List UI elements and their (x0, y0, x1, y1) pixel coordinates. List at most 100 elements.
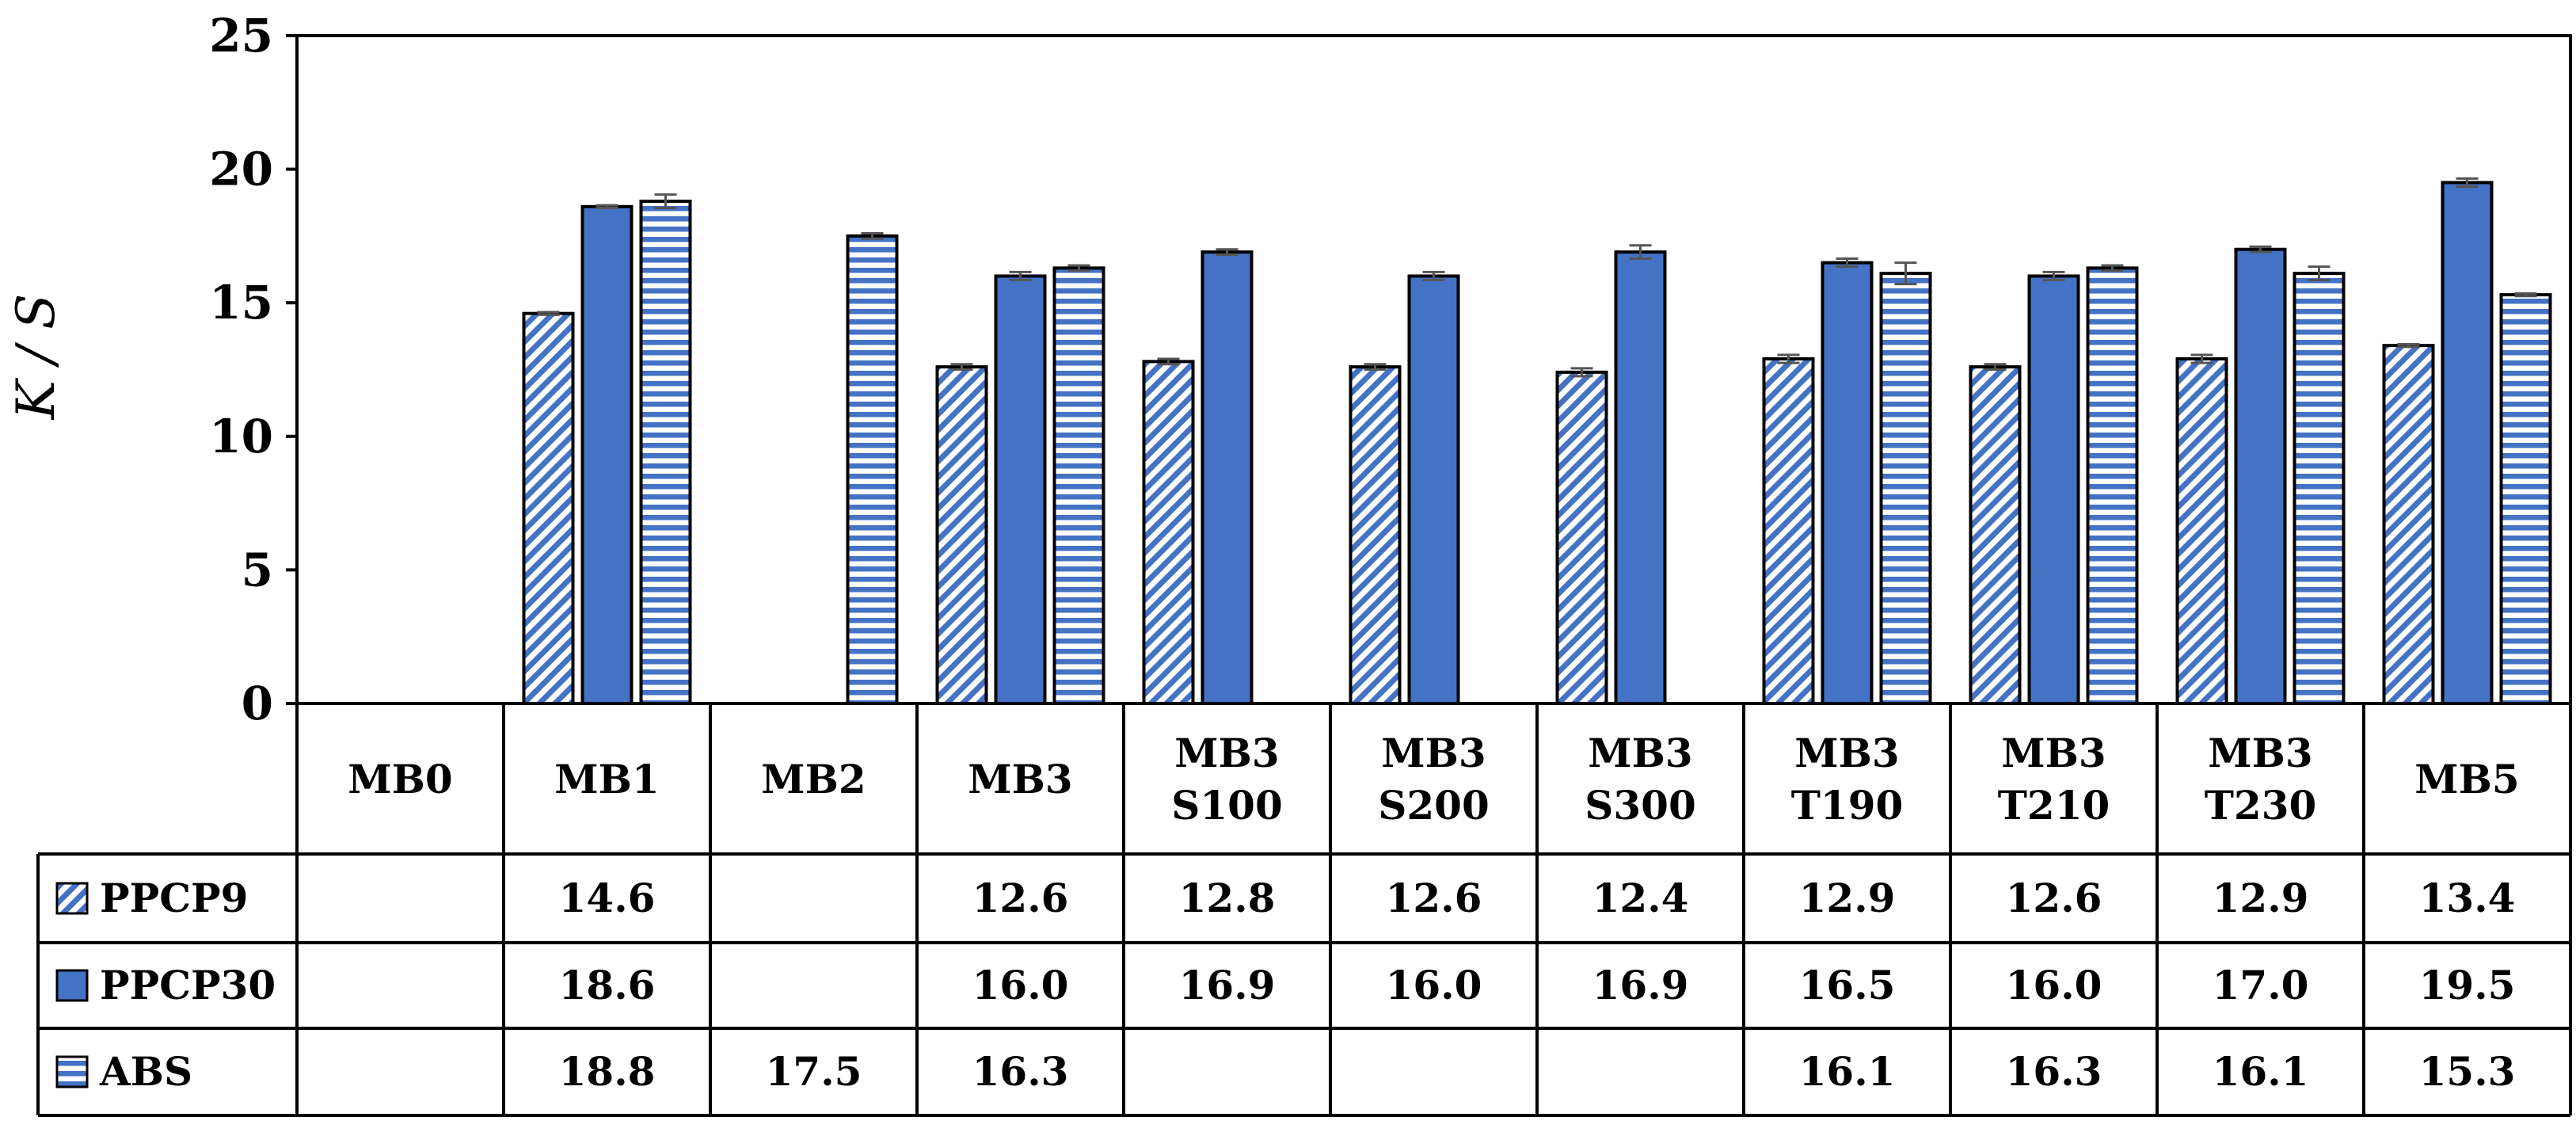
error-bar (1067, 264, 1090, 273)
error-bar (537, 311, 560, 316)
table-cell-value: 12.8 (1179, 875, 1276, 921)
error-bar (2397, 342, 2420, 349)
table-cell-value: 13.4 (2419, 875, 2516, 921)
bar-ppcp30-mb3-s100 (1200, 250, 1254, 705)
bar-abs-mb3 (1052, 266, 1105, 705)
y-tick-label: 25 (209, 9, 273, 63)
bar-abs-mb5 (2499, 293, 2552, 706)
legend-key-ppcp9 (55, 882, 89, 915)
x-category-label: T230 (2205, 782, 2317, 829)
table-cell-value: 16.9 (1179, 962, 1276, 1008)
x-category-label: MB3 (1794, 730, 1899, 776)
y-tick-label: 15 (209, 276, 273, 330)
data-table: MB0 MB1 MB2 MB3 MB3 S100 MB3 S200 MB3 S300 MB3 T190… (36, 703, 2572, 1117)
table-cell-value: 17.5 (766, 1048, 862, 1095)
legend-label-ppcp9: PPCP9 (100, 875, 248, 921)
y-tick-label: 20 (209, 143, 273, 196)
error-bar (1570, 367, 1593, 378)
x-category-label: MB3 (968, 756, 1072, 802)
table-cell-value: 17.0 (2213, 962, 2309, 1008)
x-category-label: MB1 (554, 756, 659, 802)
legend-label-ppcp30: PPCP30 (100, 962, 276, 1008)
table-cell-value: 12.9 (1799, 875, 1896, 921)
table-cell-value: 14.6 (559, 875, 656, 921)
bar-ppcp30-mb1 (580, 204, 634, 706)
table-cell-value: 16.5 (1799, 962, 1896, 1008)
table-cell-value: 16.3 (972, 1048, 1069, 1095)
error-bar (1157, 357, 1180, 366)
table-cell-value: 16.0 (2006, 962, 2102, 1008)
x-category-label: MB0 (348, 756, 452, 802)
bar-abs-mb3-t230 (2293, 272, 2346, 706)
error-bar (1836, 257, 1859, 269)
error-bar (2308, 265, 2331, 282)
x-category-label: MB3 (1381, 730, 1486, 776)
bar-abs-mb2 (846, 234, 899, 705)
error-bar (2249, 245, 2272, 254)
legend-label-abs: ABS (99, 1048, 192, 1095)
table-cell-value: 16.3 (2006, 1048, 2102, 1095)
bar-ppcp30-mb3-s200 (1407, 274, 1460, 706)
table-cell-value: 16.1 (1799, 1048, 1896, 1095)
error-bar (1629, 244, 1652, 261)
error-bar (595, 204, 618, 209)
y-axis-label: K / S (6, 294, 67, 421)
bar-ppcp9-mb3 (935, 365, 988, 705)
x-category-label: MB3 (1588, 730, 1692, 776)
x-category-label: S100 (1171, 782, 1282, 829)
table-cell-value: 12.6 (2006, 875, 2102, 921)
error-bar (2101, 264, 2124, 273)
table-cell-value: 12.6 (1386, 875, 1482, 921)
legend-key-abs (55, 1055, 89, 1088)
y-tick-label: 0 (242, 677, 273, 730)
bar-ppcp30-mb3-t190 (1821, 261, 1874, 705)
bar-abs-mb3-t210 (2086, 266, 2139, 705)
y-tick-label: 5 (242, 543, 273, 597)
x-category-label: S300 (1585, 782, 1695, 829)
error-bar (2190, 353, 2213, 364)
legend-key-ppcp30 (55, 969, 89, 1002)
bar-ppcp9-mb3-s100 (1142, 360, 1195, 705)
table-cell-value: 12.6 (972, 875, 1069, 921)
x-category-label: MB3 (1174, 730, 1279, 776)
error-bar (1422, 270, 1445, 282)
error-bar (1009, 270, 1032, 282)
error-bar (2514, 292, 2537, 298)
bar-ppcp30-mb3-t210 (2027, 274, 2080, 706)
bar-abs-mb3-t190 (1879, 272, 1932, 706)
bar-ppcp9-mb3-s200 (1349, 365, 1402, 705)
error-bar (1364, 363, 1387, 371)
bar-ppcp30-mb3-s300 (1614, 250, 1667, 705)
bar-ppcp30-mb3 (994, 274, 1047, 706)
bars (522, 177, 2552, 706)
table-cell-value: 12.9 (2213, 875, 2309, 921)
error-bar (1894, 261, 1917, 286)
bar-ppcp30-mb5 (2441, 181, 2494, 705)
table-cell-value: 16.9 (1592, 962, 1689, 1008)
table-cell-value: 12.4 (1592, 875, 1689, 921)
x-category-label: S200 (1378, 782, 1489, 829)
y-tick-label: 10 (209, 410, 273, 463)
error-bar (1216, 248, 1239, 257)
error-bar (654, 193, 677, 209)
table-cell-value: 19.5 (2419, 962, 2516, 1008)
bar-ppcp9-mb3-t190 (1762, 357, 1815, 705)
bar-ppcp30-mb3-t230 (2234, 247, 2287, 705)
error-bar (2456, 177, 2479, 189)
table-cell-value: 16.0 (1386, 962, 1482, 1008)
bar-ppcp9-mb5 (2382, 344, 2435, 705)
x-category-label: T190 (1791, 782, 1904, 829)
error-bar (2042, 270, 2065, 282)
bar-ppcp9-mb3-t230 (2175, 357, 2228, 705)
table-cell-value: 18.6 (559, 962, 656, 1008)
x-category-label: MB2 (761, 756, 866, 802)
error-bar (1777, 353, 1800, 364)
x-category-label: MB5 (2414, 756, 2519, 802)
table-cell-value: 18.8 (559, 1048, 656, 1095)
bar-ppcp9-mb3-s300 (1555, 370, 1608, 705)
table-cell-value: 16.1 (2213, 1048, 2309, 1095)
bar-abs-mb1 (639, 200, 692, 705)
bar-ppcp9-mb1 (522, 311, 575, 705)
table-cell-value: 15.3 (2419, 1048, 2516, 1095)
